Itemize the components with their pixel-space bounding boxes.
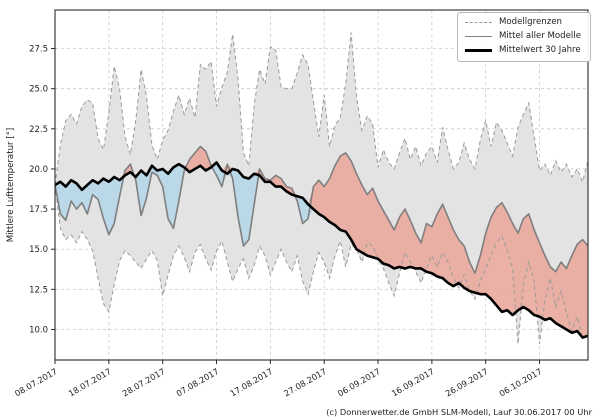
copyright-caption: (c) Donnerwetter.de GmbH SLM-Modell, Lau… (326, 407, 592, 417)
y-axis-label: Mittlere Lufttemperatur [°] (6, 128, 16, 243)
dashed-line-icon (464, 22, 492, 24)
x-tick-label: 06.09.2017 (336, 366, 382, 398)
black-line-icon (464, 49, 492, 53)
x-tick-label: 26.09.2017 (444, 366, 490, 398)
legend-label: Mittelwert 30 Jahre (498, 44, 581, 55)
gray-line-icon (464, 36, 492, 38)
legend: Modellgrenzen Mittel aller Modelle Mitte… (456, 12, 591, 62)
x-tick-label: 08.07.2017 (13, 366, 59, 398)
y-tick-label: 27.5 (29, 45, 48, 55)
y-tick-label: 15.0 (29, 245, 48, 255)
x-tick-label: 27.08.2017 (282, 366, 328, 398)
x-tick-label: 18.07.2017 (67, 366, 113, 398)
x-tick-label: 07.08.2017 (174, 366, 220, 398)
legend-item-mittel-aller-modelle: Mittel aller Modelle (464, 30, 581, 42)
y-tick-label: 10.0 (29, 325, 48, 335)
legend-item-mittelwert-30-jahre: Mittelwert 30 Jahre (464, 44, 581, 56)
legend-label: Mittel aller Modelle (498, 30, 581, 41)
y-tick-label: 22.5 (29, 125, 48, 135)
x-tick-label: 06.10.2017 (497, 366, 543, 398)
legend-label: Modellgrenzen (498, 17, 562, 27)
y-tick-label: 25.0 (29, 85, 48, 95)
y-tick-label: 20.0 (29, 165, 48, 175)
x-tick-label: 16.09.2017 (390, 366, 436, 398)
y-tick-label: 17.5 (29, 205, 48, 215)
y-tick-label: 12.5 (29, 285, 48, 295)
x-tick-label: 17.08.2017 (228, 366, 274, 398)
x-tick-label: 28.07.2017 (121, 366, 167, 398)
legend-item-modellgrenzen: Modellgrenzen (464, 17, 581, 28)
